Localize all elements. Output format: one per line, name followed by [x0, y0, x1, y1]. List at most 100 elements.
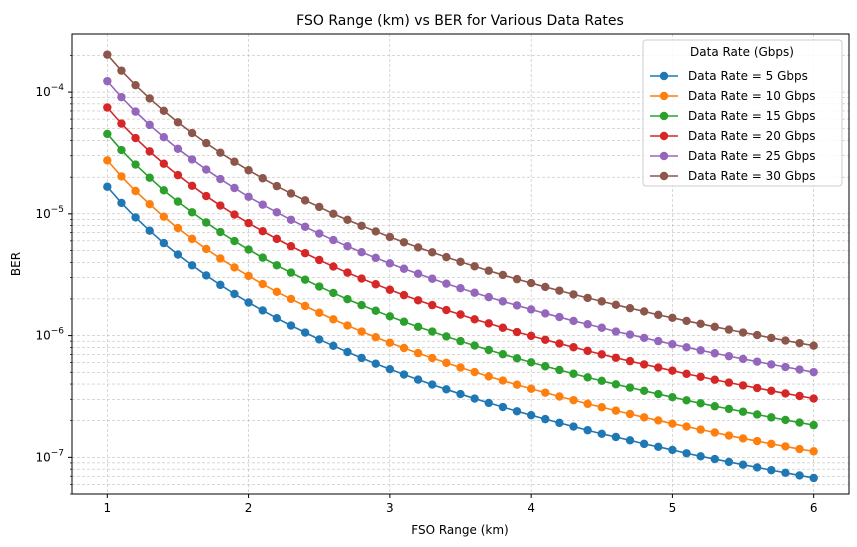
data-point — [187, 181, 197, 190]
data-point — [244, 192, 253, 202]
data-point — [526, 305, 536, 314]
data-point — [202, 165, 211, 174]
legend-swatch-marker — [659, 131, 669, 141]
data-point — [371, 359, 380, 368]
legend-label: Data Rate = 20 Gbps — [688, 129, 816, 143]
data-point — [611, 300, 621, 310]
data-point — [131, 213, 140, 222]
data-point — [286, 268, 296, 277]
data-point — [767, 386, 776, 396]
data-point — [541, 414, 550, 424]
data-point — [357, 221, 366, 230]
legend-entry: Data Rate = 25 Gbps — [650, 149, 816, 163]
data-point — [145, 226, 154, 235]
series-line — [106, 186, 814, 479]
data-point — [286, 189, 296, 198]
data-point — [809, 447, 818, 456]
data-point — [159, 212, 169, 221]
data-point — [724, 457, 734, 467]
data-point — [187, 155, 197, 164]
data-point — [710, 402, 719, 411]
data-point — [484, 319, 493, 328]
data-point — [512, 380, 522, 389]
data-point — [710, 428, 719, 437]
legend-label: Data Rate = 30 Gbps — [688, 169, 816, 183]
data-point — [456, 389, 465, 399]
data-point — [413, 269, 423, 278]
legend-swatch-marker — [659, 151, 669, 161]
data-point — [611, 406, 621, 415]
legend-swatch-marker — [659, 91, 669, 101]
y-axis: 10−7 10−6 10−5 10−4 — [35, 55, 72, 495]
data-point — [569, 395, 578, 405]
data-point — [357, 327, 366, 336]
data-point — [385, 312, 395, 321]
data-point — [569, 422, 578, 431]
data-point — [597, 323, 606, 332]
data-point — [668, 340, 677, 349]
legend-swatch-marker — [659, 171, 669, 181]
data-point — [781, 389, 790, 398]
data-point — [329, 315, 338, 324]
data-point — [385, 285, 395, 294]
data-point — [767, 413, 776, 422]
data-point — [103, 156, 112, 165]
data-point — [103, 129, 112, 139]
legend-title: Data Rate (Gbps) — [690, 45, 794, 59]
data-point — [145, 120, 154, 130]
data-point — [173, 144, 183, 154]
data-point — [300, 249, 310, 258]
data-point — [258, 200, 267, 209]
data-point — [456, 336, 465, 346]
data-point — [512, 407, 522, 416]
data-point — [597, 297, 606, 306]
legend-entry: Data Rate = 15 Gbps — [650, 109, 816, 123]
data-point — [752, 383, 762, 393]
data-point — [682, 369, 691, 379]
data-point — [202, 244, 211, 254]
data-point — [484, 345, 493, 355]
data-point — [682, 449, 691, 458]
data-point — [696, 372, 705, 381]
data-point — [230, 263, 239, 272]
series-line — [106, 159, 814, 453]
legend-swatch-marker — [659, 111, 669, 121]
series-5 — [103, 76, 818, 377]
data-point — [300, 275, 310, 284]
data-point — [117, 198, 126, 208]
legend-entry: Data Rate = 30 Gbps — [650, 169, 816, 183]
data-point — [724, 325, 734, 334]
data-point — [230, 210, 239, 219]
chart-title: FSO Range (km) vs BER for Various Data R… — [296, 13, 624, 29]
data-point — [795, 471, 804, 480]
data-point — [512, 301, 522, 310]
data-point — [103, 50, 112, 59]
data-point — [442, 279, 451, 288]
data-point — [103, 76, 112, 86]
data-point — [187, 234, 197, 244]
y-tick-label: 10−6 — [35, 327, 64, 343]
legend: Data Rate (Gbps) Data Rate = 5 Gbps Data … — [642, 39, 843, 187]
data-point — [611, 353, 621, 363]
data-point — [413, 296, 423, 305]
data-point — [371, 306, 380, 315]
data-point — [173, 250, 183, 259]
data-point — [597, 350, 606, 359]
data-point — [541, 282, 550, 292]
data-point — [498, 270, 508, 280]
data-point — [710, 349, 719, 358]
data-point — [230, 289, 239, 299]
data-point — [329, 235, 338, 245]
data-point — [738, 381, 748, 390]
x-tick-label: 3 — [386, 501, 394, 515]
data-point — [498, 350, 508, 359]
data-point — [752, 463, 762, 472]
data-point — [216, 280, 225, 290]
data-point — [202, 218, 211, 227]
data-point — [809, 394, 818, 403]
data-point — [117, 66, 126, 75]
data-point — [795, 365, 804, 374]
data-point — [569, 343, 578, 352]
data-point — [187, 128, 197, 138]
data-point — [639, 307, 649, 316]
